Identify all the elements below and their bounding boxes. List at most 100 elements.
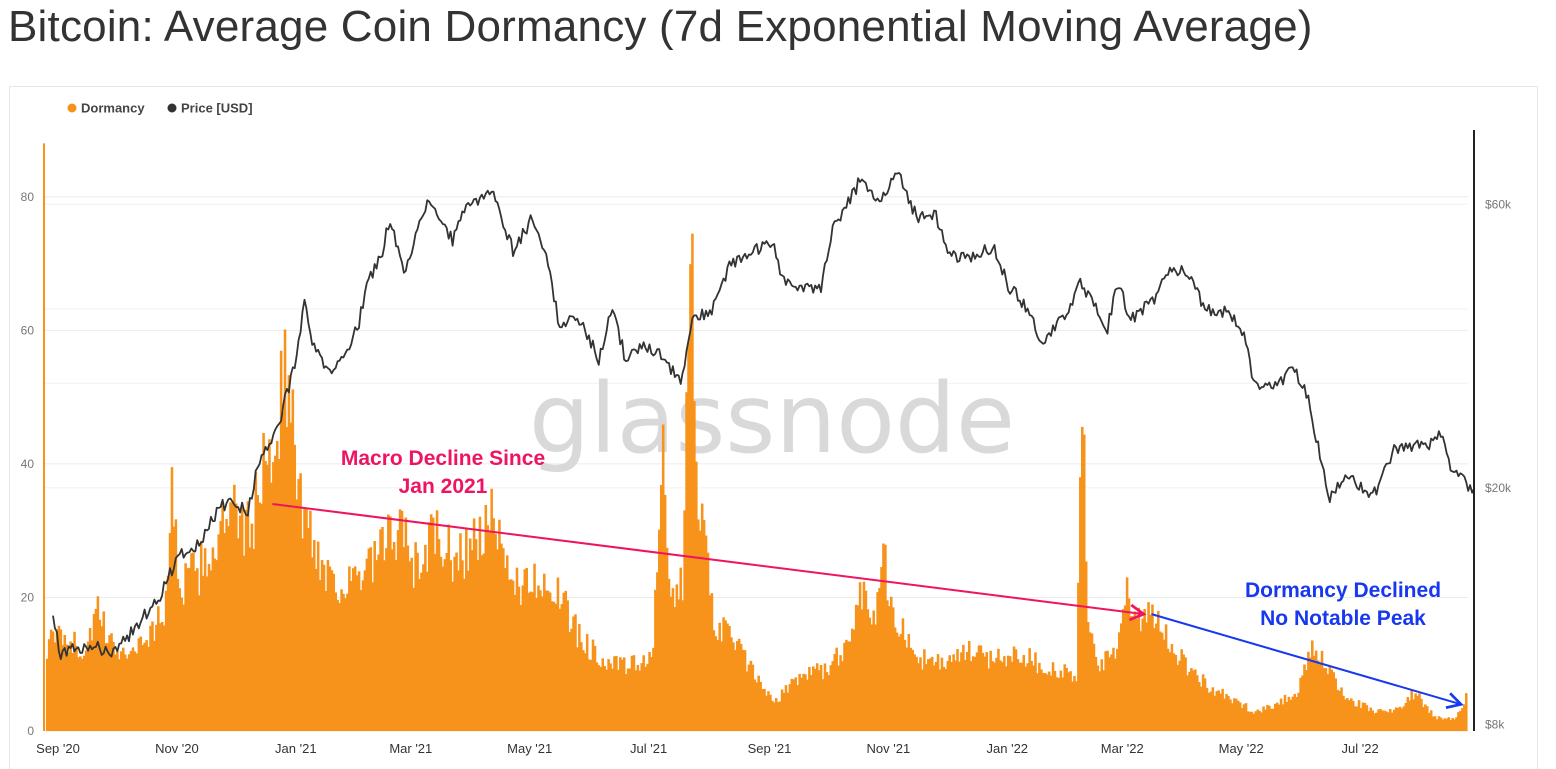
dormancy-bar — [1022, 655, 1026, 731]
dormancy-bar — [716, 639, 720, 731]
dormancy-bar — [1153, 628, 1156, 731]
dormancy-bar — [1116, 648, 1119, 731]
dormancy-bar — [342, 593, 345, 731]
dormancy-bar — [691, 233, 694, 731]
dormancy-bar — [1092, 643, 1096, 731]
annotations: Macro Decline Since Jan 2021 Dormancy Decl… — [272, 447, 1464, 710]
dormancy-bar — [137, 638, 141, 731]
legend-marker — [167, 103, 177, 113]
dormancy-bar — [1075, 681, 1078, 731]
dormancy-bar — [408, 561, 412, 731]
legend-marker — [67, 103, 77, 113]
dormancy-bar — [289, 422, 293, 731]
dormancy-bar — [696, 519, 700, 731]
dormancy-bar — [656, 572, 659, 731]
dormancy-bar — [638, 670, 642, 731]
dormancy-bar — [420, 572, 423, 731]
dormancy-bar — [1402, 706, 1406, 731]
dormancy-bar — [1164, 624, 1168, 731]
dormancy-bar — [607, 659, 610, 731]
dormancy-bar — [1038, 662, 1041, 731]
dormancy-bar — [860, 609, 864, 731]
dormancy-bar — [597, 665, 601, 731]
dormancy-bar — [585, 634, 589, 731]
dormancy-bar — [541, 596, 544, 731]
dormancy-bar — [1465, 693, 1468, 731]
dormancy-bar — [461, 560, 464, 731]
dormancy-bar — [79, 656, 82, 731]
dormancy-bar — [1071, 681, 1074, 731]
dormancy-bar — [172, 526, 176, 731]
x-tick-label: Nov '20 — [155, 741, 199, 756]
dormancy-bar — [977, 645, 981, 731]
dormancy-bar — [71, 653, 74, 731]
dormancy-bar — [962, 644, 965, 731]
dormancy-bar — [568, 632, 571, 731]
dormancy-bar — [1004, 666, 1008, 731]
dormancy-bar — [311, 557, 314, 731]
dormancy-bar — [558, 608, 562, 731]
dormancy-bar — [854, 604, 858, 731]
dormancy-bar — [160, 621, 164, 731]
x-tick-label: May '22 — [1219, 741, 1264, 756]
dormancy-bar — [1234, 698, 1238, 731]
dormancy-bar — [1018, 662, 1022, 731]
dormancy-bar — [379, 529, 382, 731]
dormancy-bar — [1143, 608, 1146, 731]
legend-item[interactable]: Price [USD] — [167, 101, 253, 116]
dormancy-bar — [1170, 644, 1174, 731]
dormancy-bar — [1160, 632, 1164, 731]
dormancy-bar — [1457, 712, 1460, 731]
dormancy-bar — [1330, 669, 1334, 731]
dormancy-bar — [123, 654, 127, 731]
dormancy-bar — [63, 634, 67, 731]
dormancy-bar — [539, 590, 542, 731]
dormancy-bar — [564, 590, 567, 731]
dormancy-bar — [1055, 677, 1059, 731]
dormancy-bar — [728, 626, 731, 731]
dormancy-bar — [1369, 707, 1373, 731]
dormancy-bar — [1377, 709, 1380, 731]
dormancy-bar — [845, 639, 848, 731]
dormancy-bar — [991, 661, 994, 731]
dormancy-bar — [952, 654, 955, 731]
dormancy-bar — [86, 641, 90, 731]
annotation-text: Macro Decline Since — [341, 447, 545, 470]
legend[interactable]: Dormancy Price [USD] — [67, 101, 253, 116]
dormancy-bar — [1439, 717, 1443, 731]
dormancy-bar — [1012, 646, 1016, 731]
y-left-tick-label: 40 — [21, 457, 35, 471]
legend-item[interactable]: Dormancy — [67, 101, 146, 116]
chart-panel — [9, 86, 1538, 769]
dormancy-bar — [1299, 677, 1302, 731]
dormancy-bar — [827, 675, 831, 731]
dormancy-bar — [989, 650, 992, 731]
dormancy-bar — [971, 656, 975, 731]
dormancy-bar — [207, 563, 211, 731]
dormancy-bar — [509, 579, 513, 731]
dormancy-bar — [104, 643, 107, 731]
dormancy-bar — [1236, 700, 1240, 731]
dormancy-bar — [1266, 704, 1269, 731]
dormancy-bar — [1098, 671, 1102, 731]
dormancy-bar — [398, 509, 402, 731]
dormancy-bar — [387, 514, 390, 731]
dormancy-bar — [1429, 710, 1433, 731]
dormancy-bar — [149, 625, 152, 731]
dormancy-bar — [240, 506, 244, 731]
dormancy-bar — [546, 590, 550, 731]
dormancy-bar — [1346, 698, 1349, 731]
dormancy-bar — [502, 548, 505, 731]
dormancy-bar — [938, 669, 942, 731]
dormancy-bar — [1293, 693, 1297, 731]
dormancy-bar — [782, 692, 786, 731]
dormancy-bar — [490, 488, 493, 731]
dormancy-bar — [1108, 657, 1111, 731]
dormancy-bar — [264, 461, 267, 731]
dormancy-bar — [55, 629, 59, 731]
dormancy-bar — [114, 654, 117, 731]
dormancy-bar — [244, 509, 248, 731]
dormancy-bar — [1197, 682, 1201, 731]
dormancy-bar — [665, 547, 669, 731]
